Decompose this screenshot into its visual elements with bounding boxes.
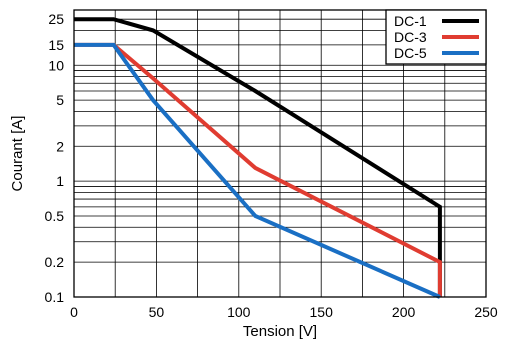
y-tick-label: 0.5 xyxy=(45,208,65,224)
series-line-dc-1 xyxy=(74,17,442,297)
y-tick-label: 25 xyxy=(48,11,64,27)
y-tick-label: 15 xyxy=(48,37,64,53)
x-tick-label: 50 xyxy=(149,304,165,320)
y-tick-label: 10 xyxy=(48,57,64,73)
x-tick-label: 150 xyxy=(310,304,334,320)
legend-label: DC-5 xyxy=(394,45,427,61)
y-axis-title: Courant [A] xyxy=(9,116,26,192)
legend: DC-1DC-3DC-5 xyxy=(385,9,487,65)
plot-frame xyxy=(73,9,487,298)
y-tick-label: 0.2 xyxy=(45,254,65,270)
legend-label: DC-3 xyxy=(394,29,427,45)
x-tick-labels: 0 50 100 150 200 250 xyxy=(70,304,498,320)
x-tick-label: 100 xyxy=(227,304,251,320)
x-axis-title: Tension [V] xyxy=(243,323,317,340)
x-tick-label: 250 xyxy=(474,304,498,320)
y-tick-label: 1 xyxy=(56,173,64,189)
y-tick-label: 2 xyxy=(56,138,64,154)
x-tick-label: 0 xyxy=(70,304,78,320)
legend-label: DC-1 xyxy=(394,13,427,29)
x-tick-label: 200 xyxy=(392,304,416,320)
y-tick-label: 0.1 xyxy=(45,289,65,305)
y-tick-label: 5 xyxy=(56,92,64,108)
series-line-dc-5 xyxy=(74,42,441,299)
series-lines xyxy=(74,17,442,299)
